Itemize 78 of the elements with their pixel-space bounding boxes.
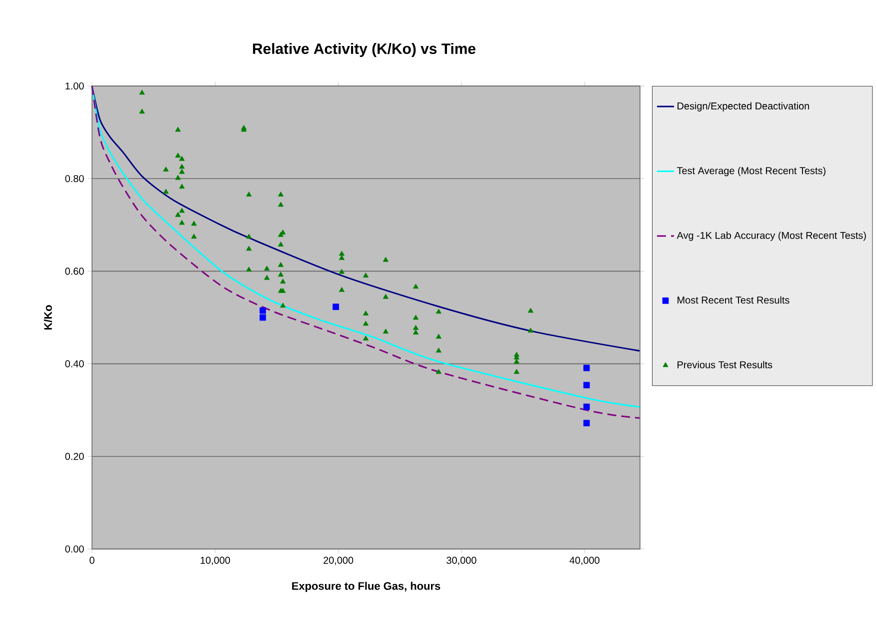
point bbox=[362, 320, 369, 326]
legend-label: Previous Test Results bbox=[678, 360, 772, 368]
point bbox=[436, 368, 442, 374]
point bbox=[583, 404, 590, 410]
point bbox=[278, 192, 284, 196]
point bbox=[246, 246, 252, 251]
point bbox=[175, 126, 181, 132]
point bbox=[163, 188, 169, 194]
point bbox=[179, 164, 185, 169]
point bbox=[278, 242, 284, 246]
point bbox=[338, 255, 345, 260]
x-tick-label: 20,000 bbox=[324, 556, 354, 566]
point bbox=[179, 156, 185, 161]
point bbox=[278, 202, 284, 207]
point bbox=[514, 358, 520, 364]
point bbox=[332, 304, 340, 310]
point bbox=[179, 168, 185, 174]
point bbox=[280, 278, 286, 284]
point bbox=[179, 184, 185, 189]
point bbox=[362, 310, 369, 316]
x-tick-label: 0 bbox=[90, 556, 94, 564]
y-tick-label: 0.80 bbox=[65, 175, 84, 182]
y-tick-label: 0.20 bbox=[65, 452, 84, 460]
point bbox=[412, 324, 419, 330]
point bbox=[278, 272, 284, 277]
point bbox=[382, 328, 388, 334]
point bbox=[175, 212, 181, 217]
point bbox=[260, 314, 266, 321]
point bbox=[280, 302, 286, 308]
point bbox=[528, 308, 534, 313]
point bbox=[583, 382, 590, 388]
point bbox=[260, 307, 266, 314]
point bbox=[246, 266, 252, 272]
y-tick-label: 0.40 bbox=[65, 360, 84, 368]
y-tick-label: 0.00 bbox=[65, 545, 84, 553]
point bbox=[246, 192, 252, 196]
point bbox=[179, 208, 185, 213]
x-tick-label: 10,000 bbox=[200, 556, 230, 566]
legend-label: Test Average (Most Recent Tests) bbox=[676, 166, 826, 176]
point bbox=[514, 368, 520, 374]
point bbox=[139, 108, 145, 114]
point bbox=[264, 274, 270, 280]
point bbox=[436, 334, 442, 339]
point bbox=[191, 220, 197, 226]
point bbox=[191, 234, 197, 239]
point bbox=[382, 256, 388, 262]
x-axis-title: Exposure to Flue Gas, hours bbox=[292, 582, 440, 592]
point bbox=[175, 174, 181, 180]
point bbox=[338, 268, 345, 274]
y-axis-title: K/Ko bbox=[44, 305, 52, 330]
legend-label: Avg -1K Lab Accuracy (Most Recent Tests) bbox=[676, 232, 866, 241]
point bbox=[362, 272, 369, 278]
point bbox=[528, 328, 534, 333]
point bbox=[338, 286, 345, 292]
point bbox=[139, 90, 145, 95]
x-tick-label: 40,000 bbox=[570, 556, 600, 566]
point bbox=[412, 330, 419, 334]
point bbox=[246, 234, 252, 239]
point bbox=[583, 420, 590, 426]
point bbox=[179, 220, 185, 225]
point bbox=[362, 336, 369, 340]
point bbox=[163, 166, 169, 172]
point bbox=[175, 152, 181, 158]
chart-title: Relative Activity (K/Ko) vs Time bbox=[253, 43, 476, 57]
x-tick-label: 30,000 bbox=[446, 556, 476, 566]
point bbox=[264, 266, 270, 271]
point bbox=[412, 314, 419, 320]
point bbox=[583, 364, 590, 372]
point bbox=[338, 250, 345, 256]
point bbox=[382, 294, 388, 299]
legend-label: Most Recent Test Results bbox=[678, 296, 790, 304]
y-tick-label: 0.60 bbox=[65, 268, 84, 275]
point bbox=[436, 308, 442, 314]
point bbox=[278, 262, 284, 267]
point bbox=[412, 284, 419, 289]
point bbox=[436, 348, 442, 353]
y-tick-label: 1.00 bbox=[66, 82, 84, 90]
legend-label: Design/Expected Deactivation bbox=[678, 102, 809, 112]
